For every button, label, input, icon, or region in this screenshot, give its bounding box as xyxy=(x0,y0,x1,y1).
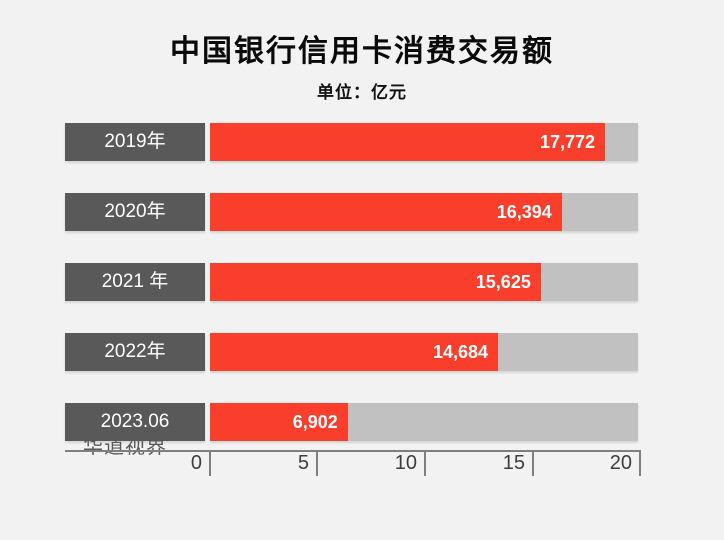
x-axis-tick xyxy=(424,450,426,476)
bar: 6,902 xyxy=(210,403,348,441)
bar-track: 6,902 xyxy=(210,403,638,441)
x-axis-tick xyxy=(532,450,534,476)
bar-track: 14,684 xyxy=(210,333,638,371)
category-label: 2019年 xyxy=(65,123,205,161)
chart-row: 2022年 14,684 xyxy=(0,333,724,371)
chart-row: 2019年 17,772 xyxy=(0,123,724,161)
bar-value-label: 16,394 xyxy=(496,202,552,222)
watermark: 华道视界 xyxy=(83,436,167,458)
chart-title: 中国银行信用卡消费交易额 xyxy=(170,35,554,68)
category-label: 2020年 xyxy=(65,193,205,231)
bar: 16,394 xyxy=(210,193,562,231)
chart-row: 2023.06 6,902 xyxy=(0,403,724,441)
bar-track: 15,625 xyxy=(210,263,638,301)
category-label: 2021 年 xyxy=(65,263,205,301)
chart-row: 2021 年 15,625 xyxy=(0,263,724,301)
x-axis-tick xyxy=(316,450,318,476)
bar: 15,625 xyxy=(210,263,541,301)
chart-row: 2020年 16,394 xyxy=(0,193,724,231)
bar-value-label: 15,625 xyxy=(475,272,531,292)
x-axis-tick xyxy=(209,450,211,476)
x-axis-tick-label: 5 xyxy=(297,452,309,474)
x-axis-tick-label: 15 xyxy=(502,452,525,474)
bar-track: 17,772 xyxy=(210,123,638,161)
bar-track: 16,394 xyxy=(210,193,638,231)
bar-value-label: 14,684 xyxy=(432,342,489,362)
bar-value-label: 6,902 xyxy=(292,412,338,432)
category-label: 2022年 xyxy=(65,333,205,371)
bar: 17,772 xyxy=(210,123,606,161)
x-axis-line xyxy=(65,450,640,452)
x-axis-tick-label: 20 xyxy=(609,452,632,474)
x-axis-tick-label: 0 xyxy=(190,452,202,474)
x-axis-tick xyxy=(639,450,641,476)
x-axis-tick-label: 10 xyxy=(394,452,417,474)
bar-value-label: 17,772 xyxy=(539,132,596,152)
category-label: 2023.06 xyxy=(65,403,205,441)
bar: 14,684 xyxy=(210,333,499,371)
chart-subtitle: 单位：亿元 xyxy=(317,83,407,102)
